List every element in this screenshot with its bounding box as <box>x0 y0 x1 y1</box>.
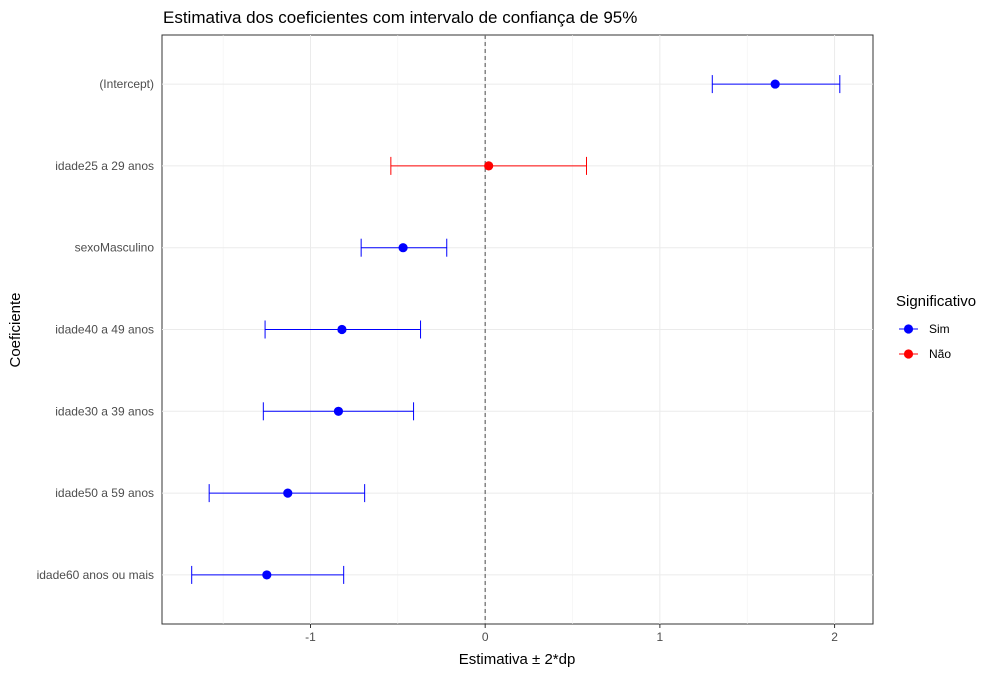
coef-idade50-a-59-anos <box>208 484 366 503</box>
coef-idade25-a-29-anos <box>390 156 588 175</box>
estimate-point <box>333 406 344 416</box>
legend-entry-sim: Sim <box>899 322 950 336</box>
legend-entries: Sim Não <box>899 322 951 361</box>
legend-key-point <box>903 324 914 334</box>
estimate-point <box>283 488 293 498</box>
y-tick-labels: (Intercept) idade25 a 29 anos sexoMasculin… <box>37 77 155 582</box>
x-tick-label: 2 <box>831 630 838 644</box>
y-tick-label: (Intercept) <box>99 77 154 91</box>
estimate-point <box>262 570 272 580</box>
x-tick-labels: -1 0 1 2 <box>305 624 838 644</box>
x-tick-label: 1 <box>657 630 664 644</box>
coef-intercept <box>711 75 841 94</box>
y-tick-label: idade30 a 39 anos <box>55 404 154 418</box>
y-tick-label: idade25 a 29 anos <box>55 159 154 173</box>
chart-title: Estimativa dos coeficientes com interval… <box>163 8 637 27</box>
y-tick-label: idade60 anos ou mais <box>37 568 154 582</box>
coef-sexomasculino <box>360 238 448 257</box>
coef-idade30-a-39-anos <box>262 402 415 421</box>
estimate-point <box>337 324 347 335</box>
x-axis-label: Estimativa ± 2*dp <box>459 651 576 668</box>
legend-title: Significativo <box>896 293 976 310</box>
estimate-point <box>770 79 780 89</box>
x-tick-label: -1 <box>305 630 316 644</box>
y-axis-label: Coeficiente <box>7 292 24 367</box>
coef-idade60-anos-ou-mais <box>191 565 345 584</box>
legend-label: Sim <box>929 322 950 336</box>
y-tick-label: idade40 a 49 anos <box>55 323 154 337</box>
y-tick-label: idade50 a 59 anos <box>55 486 154 500</box>
data-marks <box>191 75 841 584</box>
y-tick-label: sexoMasculino <box>75 241 155 255</box>
legend-label: Não <box>929 347 951 361</box>
legend-entry-n-o: Não <box>899 347 951 361</box>
legend: Significativo Sim Não <box>896 293 976 361</box>
x-tick-label: 0 <box>482 630 489 644</box>
estimate-point <box>484 161 494 171</box>
coef-idade40-a-49-anos <box>264 320 422 339</box>
legend-key-point <box>903 349 914 359</box>
estimate-point <box>398 243 408 253</box>
